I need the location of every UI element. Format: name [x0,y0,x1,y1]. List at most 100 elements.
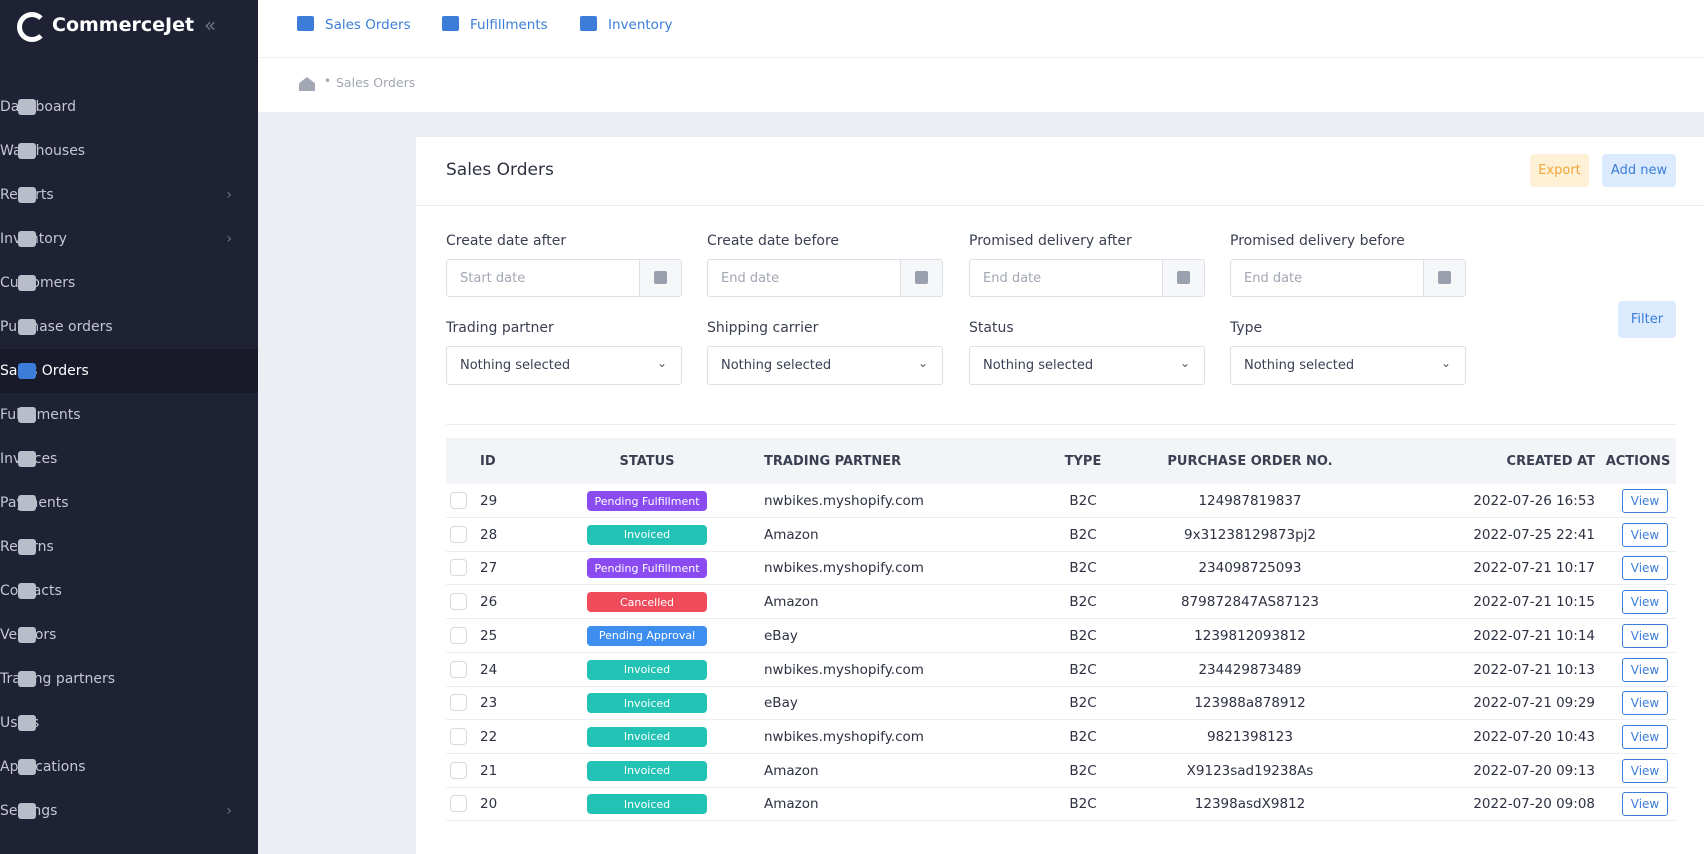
menu-item[interactable]: Customers [0,261,258,305]
nav-link[interactable]: Fulfillments [470,17,548,33]
cell: 28 [480,518,520,552]
column-header: TRADING PARTNER [764,453,902,469]
column-header: PURCHASE ORDER NO. [1167,453,1333,469]
menu-item[interactable]: Dashboard [0,85,258,129]
cell: eBay [764,686,984,720]
cell: 2022-07-20 09:13 [1445,754,1595,788]
calendar-button[interactable] [639,260,681,296]
cell: 2022-07-26 16:53 [1445,484,1595,518]
menu-item[interactable]: Returns [0,525,258,569]
select[interactable]: Nothing selected ⌄ [969,346,1205,385]
row-checkbox[interactable] [450,626,467,644]
cell: 2022-07-21 10:13 [1445,653,1595,687]
home-icon[interactable] [299,77,315,91]
row-divider [446,618,1676,620]
row-checkbox[interactable] [450,694,467,712]
row-checkbox[interactable] [450,761,467,779]
nav-icon[interactable] [297,16,314,31]
menu-label: Fulfillments [0,407,81,423]
cell: B2C [1053,551,1113,585]
row-divider [446,517,1676,518]
row-checkbox[interactable] [450,660,467,678]
cell-text: 234098725093 [1198,560,1302,577]
cell: Invoiced [587,653,707,687]
nav-icon[interactable] [442,16,459,31]
menu-item[interactable]: Payments [0,481,258,525]
dropdown-arrow: ⌄ [656,356,667,370]
view-button[interactable]: View [1622,623,1668,648]
menu-item[interactable]: Warehouses [0,129,258,173]
row-checkbox[interactable] [450,593,467,611]
date-input[interactable]: End date [969,259,1205,297]
cell-text: B2C [1069,695,1097,712]
row-checkbox[interactable] [450,559,467,577]
menu-item[interactable]: Invoices [0,437,258,481]
cell-text: Amazon [764,796,819,813]
menu-icon [18,187,36,203]
calendar-button[interactable] [1162,260,1204,296]
select-value: Nothing selected [983,358,1094,373]
menu-item[interactable]: Contacts [0,569,258,613]
menu-item[interactable]: Trading partners [0,657,258,701]
menu-item[interactable]: Vendors [0,613,258,657]
collapse-button[interactable]: « [204,13,217,37]
row-divider [446,719,1676,721]
add-new-button[interactable]: Add new [1602,154,1676,187]
menu-item[interactable]: Reports› [0,173,258,217]
menu-item[interactable]: Inventory› [0,217,258,261]
cell: View [1608,619,1668,653]
row-checkbox[interactable] [450,492,467,509]
menu-item[interactable]: Sales Orders [0,349,258,393]
brand: CommerceJet [52,14,195,36]
menu-item[interactable]: Purchase orders [0,305,258,349]
cell: View [1608,551,1668,585]
date-input[interactable]: End date [1230,259,1466,297]
row-checkbox[interactable] [450,795,467,813]
row-divider [446,584,1676,586]
cell-text: 2022-07-21 09:29 [1473,695,1595,712]
placeholder: Start date [460,270,526,286]
nav-icon[interactable] [580,16,597,31]
menu-label: Dashboard [0,99,76,115]
view-button[interactable]: View [1622,556,1668,581]
status-badge: Pending Fulfillment [587,558,707,579]
select-value: Nothing selected [721,358,832,373]
view-button[interactable]: View [1622,590,1668,615]
nav-link[interactable]: Inventory [608,17,673,33]
view-button[interactable]: View [1622,691,1668,716]
export-button[interactable]: Export [1530,154,1589,187]
calendar-button[interactable] [900,260,942,296]
filter-button[interactable]: Filter [1618,301,1676,338]
logo-icon [17,12,47,42]
menu-item[interactable]: Applications [0,745,258,789]
cell-text: 28 [480,526,498,543]
nav-link[interactable]: Sales Orders [325,17,411,33]
view-button[interactable]: View [1622,522,1668,547]
view-button[interactable]: View [1622,489,1668,513]
menu-icon [18,275,36,291]
date-input[interactable]: End date [707,259,943,297]
cell-text: B2C [1069,661,1097,678]
date-input[interactable]: Start date [446,259,682,297]
cell-text: nwbikes.myshopify.com [764,493,924,509]
view-button[interactable]: View [1622,657,1668,682]
menu-label: Sales Orders [0,363,89,379]
status-badge: Invoiced [587,794,707,815]
menu-item[interactable]: Users [0,701,258,745]
row-checkbox[interactable] [450,727,467,745]
row-checkbox[interactable] [450,525,467,543]
cell: eBay [764,619,984,653]
select[interactable]: Nothing selected ⌄ [1230,346,1466,385]
menu-item[interactable]: Settings› [0,789,258,833]
view-button[interactable]: View [1622,758,1668,783]
cell-text: 2022-07-21 10:14 [1473,627,1595,644]
menu-item[interactable]: Fulfillments [0,393,258,437]
calendar-button[interactable] [1423,260,1465,296]
cell: B2C [1053,754,1113,788]
select[interactable]: Nothing selected ⌄ [707,346,943,385]
view-button[interactable]: View [1622,724,1668,749]
select[interactable]: Nothing selected ⌄ [446,346,682,385]
cell-text: 2022-07-20 09:13 [1473,762,1595,779]
cell: nwbikes.myshopify.com [764,653,984,687]
view-button[interactable]: View [1622,792,1668,817]
